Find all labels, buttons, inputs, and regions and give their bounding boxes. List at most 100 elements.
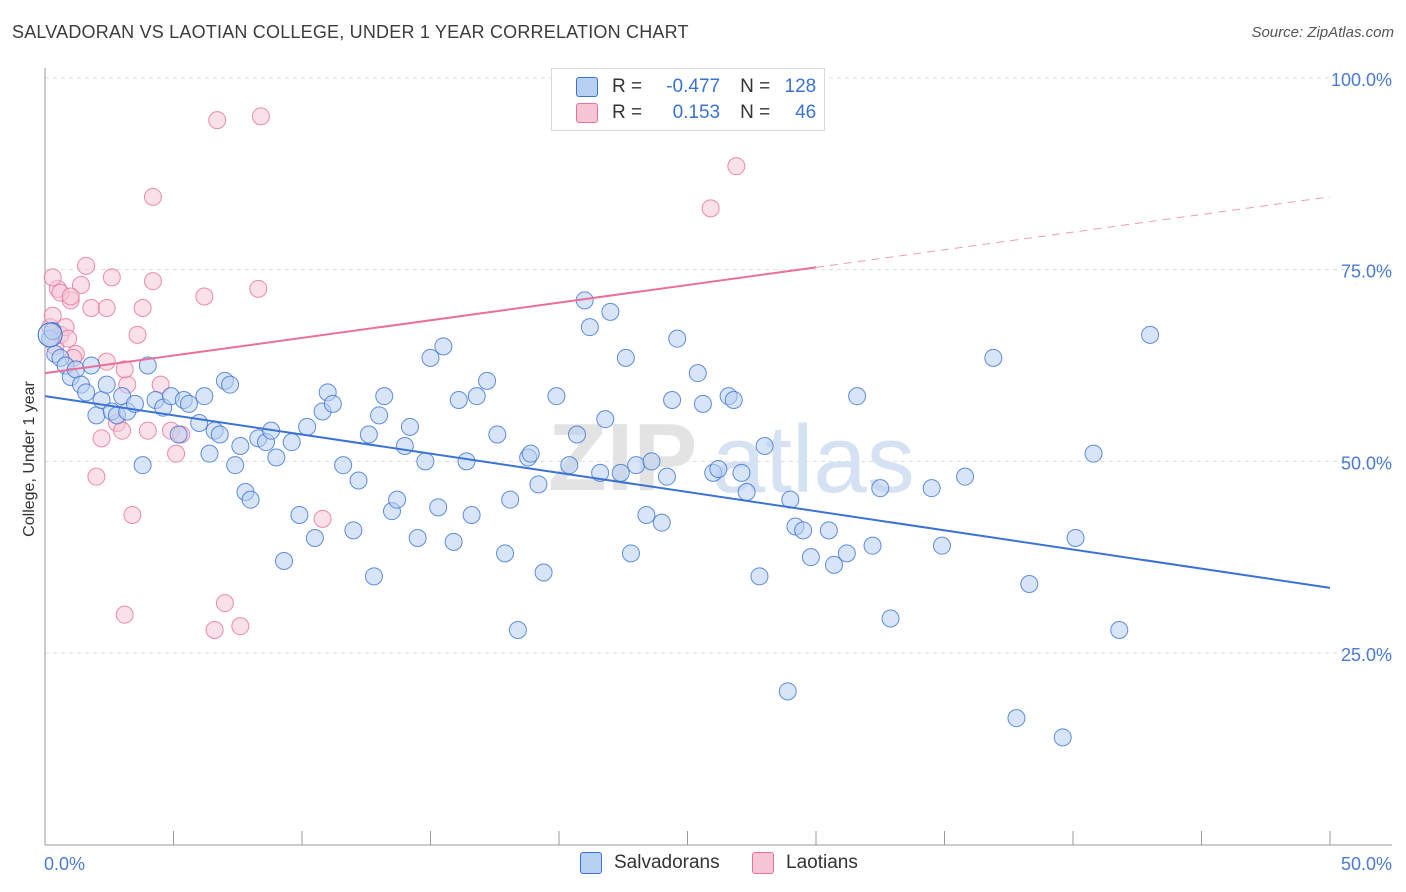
y-axis-label: College, Under 1 year [21, 381, 38, 537]
laotian-point [102, 268, 121, 287]
salvadoran-point [200, 444, 219, 463]
laotian-point [87, 467, 106, 486]
salvadoran-point [657, 467, 676, 486]
salvadoran-point [488, 425, 507, 444]
salvadoran-point [819, 521, 838, 540]
laotian-point [61, 287, 80, 306]
y-tick-label: 100.0% [1331, 70, 1392, 90]
salvadoran-point [190, 414, 209, 432]
salvadoran-point [794, 521, 813, 540]
salvadoran-point [195, 387, 214, 406]
salvadoran-point [668, 329, 687, 348]
legend-swatch-pink [752, 852, 774, 874]
laotian-point [195, 287, 214, 306]
laotian-point [205, 621, 224, 639]
salvadoran-point [601, 302, 620, 321]
salvadoran-point [637, 506, 656, 524]
legend-swatch-blue [580, 852, 602, 874]
chart-title: SALVADORAN VS LAOTIAN COLLEGE, UNDER 1 Y… [12, 22, 689, 42]
salvadoran-point [621, 544, 640, 563]
salvadoran-point [231, 437, 250, 455]
salvadoran-point [580, 318, 599, 337]
salvadoran-point [87, 406, 106, 425]
salvadoran-point [922, 479, 941, 498]
salvadoran-point [226, 456, 245, 475]
legend-r-value: 0.153 [672, 102, 721, 123]
laotian-point [71, 276, 90, 294]
laotian-point [128, 325, 147, 344]
salvadoran-point [652, 513, 671, 532]
salvadoran-point [642, 452, 661, 471]
salvadoran-point [359, 425, 378, 444]
watermark: ZIP atlas [548, 404, 915, 513]
salvadoran-point [848, 387, 867, 406]
salvadoran-point [370, 406, 389, 425]
salvadoran-point [462, 506, 481, 524]
salvadoran-point [241, 490, 260, 509]
laotian-point [43, 268, 62, 287]
salvadoran-point [1084, 444, 1103, 463]
salvadoran-point [282, 433, 301, 452]
salvadoran-point [521, 444, 540, 463]
series-legend: Salvadorans Laotians [0, 852, 1406, 878]
legend-label-salvadorans: Salvadorans [614, 852, 720, 873]
laotian-point [77, 256, 96, 275]
laotian-point [727, 157, 746, 176]
salvadoran-point [1020, 575, 1039, 593]
laotian-point [115, 360, 134, 379]
salvadoran-point [434, 337, 453, 356]
salvadoran-point [388, 490, 407, 509]
salvadoran-point [305, 529, 324, 547]
salvadoran-point [1053, 728, 1072, 747]
laotian-point [215, 594, 234, 613]
salvadoran-point [221, 375, 240, 394]
salvadoran-point [750, 567, 769, 586]
laotian-point [138, 421, 157, 440]
x-tick-label-min: 0.0% [44, 854, 85, 874]
salvadoran-point [400, 417, 419, 436]
legend-swatch-blue [576, 77, 598, 97]
salvadoran-point [984, 348, 1003, 367]
salvadoran-point [591, 463, 610, 482]
salvadoran-point [709, 460, 728, 478]
salvadoran-point [457, 452, 476, 471]
salvadoran-point [611, 463, 630, 482]
salvadoran-point [567, 425, 586, 444]
laotian-point [701, 199, 720, 218]
stats-legend: R = -0.477 N = 128 R = 0.153 N = 46 [551, 68, 825, 131]
legend-n-label: N = [740, 102, 771, 123]
legend-item-salvadorans[interactable]: Salvadorans [580, 852, 720, 874]
salvadoran-point [344, 521, 363, 540]
y-tick-label: 25.0% [1341, 645, 1392, 665]
salvadoran-point [547, 387, 566, 406]
legend-item-laotians[interactable]: Laotians [752, 852, 858, 874]
salvadoran-point-cluster [37, 322, 63, 348]
salvadoran-point [421, 348, 440, 367]
laotian-point [313, 509, 332, 528]
laotian-trend-line [44, 266, 817, 375]
legend-row-salvadorans: R = -0.477 N = 128 [576, 75, 816, 99]
salvadoran-point [956, 467, 975, 486]
salvadoran-point [688, 364, 707, 383]
salvadoran-point [298, 417, 317, 436]
salvadoran-point [508, 621, 527, 639]
salvadoran-point [290, 506, 309, 524]
salvadoran-point [732, 463, 751, 482]
salvadoran-point [871, 479, 890, 498]
salvadoran-point [416, 452, 435, 471]
salvadoran-point [496, 544, 515, 563]
salvadoran-points [37, 291, 1160, 747]
salvadoran-point [169, 425, 188, 444]
salvadoran-point [77, 383, 96, 402]
laotian-point [167, 444, 186, 463]
salvadoran-point [663, 391, 682, 409]
laotian-point [251, 107, 270, 126]
salvadoran-point [1066, 529, 1085, 547]
laotian-point [249, 279, 268, 298]
salvadoran-point [824, 555, 843, 574]
salvadoran-trend-line [44, 395, 1331, 589]
salvadoran-point [133, 456, 152, 475]
trend-lines [44, 196, 1331, 589]
salvadoran-point [693, 394, 712, 413]
salvadoran-point [97, 375, 116, 394]
